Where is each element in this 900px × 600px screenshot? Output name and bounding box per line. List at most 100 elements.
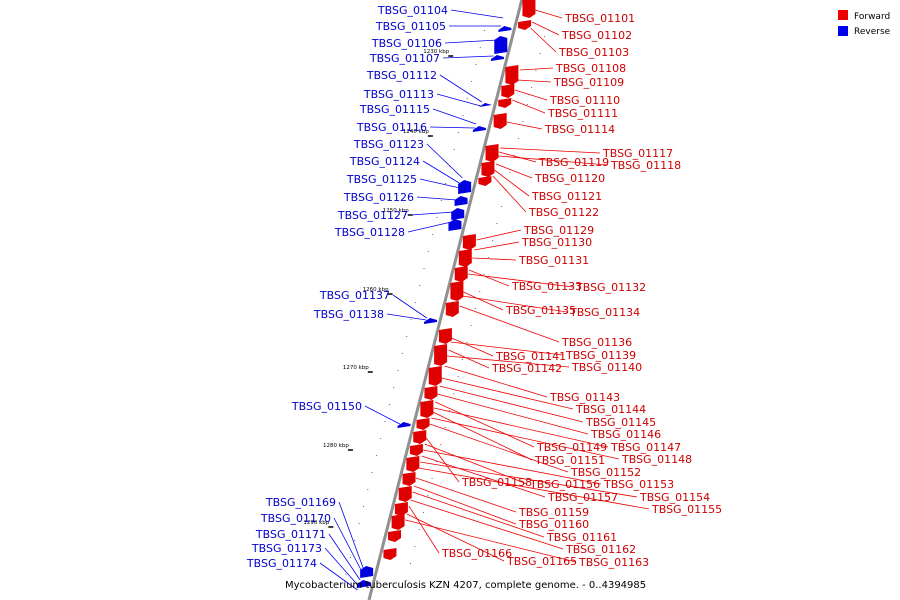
forward-gene-label[interactable]: TBSG_01145 (585, 416, 656, 429)
forward-gene-label[interactable]: TBSG_01148 (621, 453, 692, 466)
forward-gene-label[interactable]: TBSG_01161 (546, 531, 617, 544)
minor-tick (466, 98, 468, 99)
reverse-gene-label[interactable]: TBSG_01127 (337, 209, 408, 222)
minor-tick (462, 115, 464, 116)
reverse-gene-label[interactable]: TBSG_01169 (265, 496, 336, 509)
forward-gene-label[interactable]: TBSG_01139 (565, 349, 636, 362)
forward-label-connector (448, 349, 490, 369)
forward-gene-label[interactable]: TBSG_01120 (534, 172, 605, 185)
reverse-gene-label[interactable]: TBSG_01173 (251, 542, 322, 555)
reverse-gene-label[interactable]: TBSG_01105 (375, 20, 446, 33)
forward-gene-label[interactable]: TBSG_01101 (564, 12, 635, 25)
forward-gene-label[interactable]: TBSG_01135 (505, 304, 576, 317)
forward-label-connector (514, 89, 548, 101)
reverse-gene-label[interactable]: TBSG_01113 (363, 88, 434, 101)
forward-gene-label[interactable]: TBSG_01149 (536, 441, 607, 454)
forward-gene-label[interactable]: TBSG_01121 (531, 190, 602, 203)
minor-tick (484, 30, 486, 31)
forward-gene-label[interactable]: TBSG_01160 (518, 518, 589, 531)
forward-gene-label[interactable]: TBSG_01109 (553, 76, 624, 89)
minor-tick (440, 444, 442, 445)
forward-gene-label[interactable]: TBSG_01155 (651, 503, 722, 516)
forward-gene-label[interactable]: TBSG_01165 (506, 555, 577, 568)
reverse-label-connector (410, 211, 454, 216)
minor-tick (380, 438, 382, 439)
reverse-gene-label[interactable]: TBSG_01104 (377, 4, 448, 17)
reverse-gene-label[interactable]: TBSG_01107 (369, 52, 440, 65)
forward-gene-label[interactable]: TBSG_01156 (529, 478, 600, 491)
minor-tick (345, 574, 347, 575)
reverse-gene-label[interactable]: TBSG_01123 (353, 138, 424, 151)
reverse-gene-label[interactable]: TBSG_01138 (313, 308, 384, 321)
reverse-gene-label[interactable]: TBSG_01171 (255, 528, 326, 541)
forward-label-connector (412, 491, 545, 538)
forward-gene-label[interactable]: TBSG_01134 (569, 306, 640, 319)
minor-tick (354, 540, 356, 541)
forward-gene-label[interactable]: TBSG_01147 (610, 441, 681, 454)
forward-gene-label[interactable]: TBSG_01158 (461, 476, 532, 489)
reverse-gene-label[interactable]: TBSG_01137 (319, 289, 390, 302)
forward-gene-label[interactable]: TBSG_01131 (518, 254, 589, 267)
forward-gene-label[interactable]: TBSG_01157 (547, 491, 618, 504)
forward-gene-label[interactable]: TBSG_01122 (528, 206, 599, 219)
reverse-gene-label[interactable]: TBSG_01116 (356, 121, 427, 134)
forward-gene (406, 456, 420, 472)
forward-label-connector (418, 467, 650, 510)
forward-gene-label[interactable]: TBSG_01159 (518, 506, 589, 519)
forward-gene-label[interactable]: TBSG_01136 (561, 336, 632, 349)
label-connectors (319, 9, 650, 591)
forward-gene-label[interactable]: TBSG_01129 (523, 224, 594, 237)
forward-gene-label[interactable]: TBSG_01110 (549, 94, 620, 107)
forward-gene-label[interactable]: TBSG_01143 (549, 391, 620, 404)
forward-gene-label[interactable]: TBSG_01111 (547, 107, 618, 120)
forward-label-connector (506, 121, 543, 130)
reverse-gene-label[interactable]: TBSG_01126 (343, 191, 414, 204)
forward-gene-label[interactable]: TBSG_01146 (590, 428, 661, 441)
forward-gene-label[interactable]: TBSG_01163 (578, 556, 649, 569)
reverse-gene-label[interactable]: TBSG_01124 (349, 155, 420, 168)
forward-gene-label[interactable]: TBSG_01132 (575, 281, 646, 294)
reverse-gene-label[interactable]: TBSG_01170 (260, 512, 331, 525)
reverse-gene-label[interactable]: TBSG_01115 (359, 103, 430, 116)
forward-gene-label[interactable]: TBSG_01152 (570, 466, 641, 479)
forward-label-connector (498, 151, 537, 163)
minor-tick (405, 580, 407, 581)
forward-gene-label[interactable]: TBSG_01144 (575, 403, 646, 416)
forward-gene-label[interactable]: TBSG_01154 (639, 491, 710, 504)
reverse-gene-label[interactable]: TBSG_01128 (334, 226, 405, 239)
forward-gene-label[interactable]: TBSG_01130 (521, 236, 592, 249)
forward-label-connector (421, 455, 546, 498)
forward-gene-label[interactable]: TBSG_01162 (565, 543, 636, 556)
forward-gene-label[interactable]: TBSG_01166 (441, 547, 512, 560)
reverse-gene-label[interactable]: TBSG_01112 (366, 69, 437, 82)
forward-gene-label[interactable]: TBSG_01119 (538, 156, 609, 169)
minor-tick (539, 53, 541, 54)
forward-gene (391, 514, 405, 530)
minor-tick (466, 342, 468, 343)
forward-gene-label[interactable]: TBSG_01117 (602, 147, 673, 160)
forward-gene-label[interactable]: TBSG_01153 (603, 478, 674, 491)
forward-gene-label[interactable]: TBSG_01118 (610, 159, 681, 172)
forward-gene-label[interactable]: TBSG_01142 (491, 362, 562, 375)
forward-gene-label[interactable]: TBSG_01140 (571, 361, 642, 374)
reverse-gene-label[interactable]: TBSG_01150 (291, 400, 362, 413)
forward-gene-label[interactable]: TBSG_01133 (511, 280, 582, 293)
forward-gene-label[interactable]: TBSG_01102 (561, 29, 632, 42)
reverse-gene-label[interactable]: TBSG_01174 (246, 557, 317, 570)
forward-gene (450, 281, 464, 301)
minor-tick (422, 512, 424, 513)
minor-tick (475, 64, 477, 65)
reverse-gene-label[interactable]: TBSG_01106 (371, 37, 442, 50)
minor-tick (461, 359, 463, 360)
forward-gene-label[interactable]: TBSG_01114 (544, 123, 615, 136)
gene-labels: TBSG_01104 TBSG_01105 TBSG_01106 TBSG_01107… (246, 4, 722, 570)
forward-gene-label[interactable]: TBSG_01108 (555, 62, 626, 75)
forward-gene-label[interactable]: TBSG_01141 (495, 350, 566, 363)
minor-tick (349, 557, 351, 558)
reverse-gene (458, 180, 472, 194)
reverse-gene-label[interactable]: TBSG_01125 (346, 173, 417, 186)
forward-gene-label[interactable]: TBSG_01151 (534, 454, 605, 467)
legend: Forward Reverse (838, 10, 891, 37)
forward-gene (505, 65, 519, 85)
forward-gene-label[interactable]: TBSG_01103 (558, 46, 629, 59)
